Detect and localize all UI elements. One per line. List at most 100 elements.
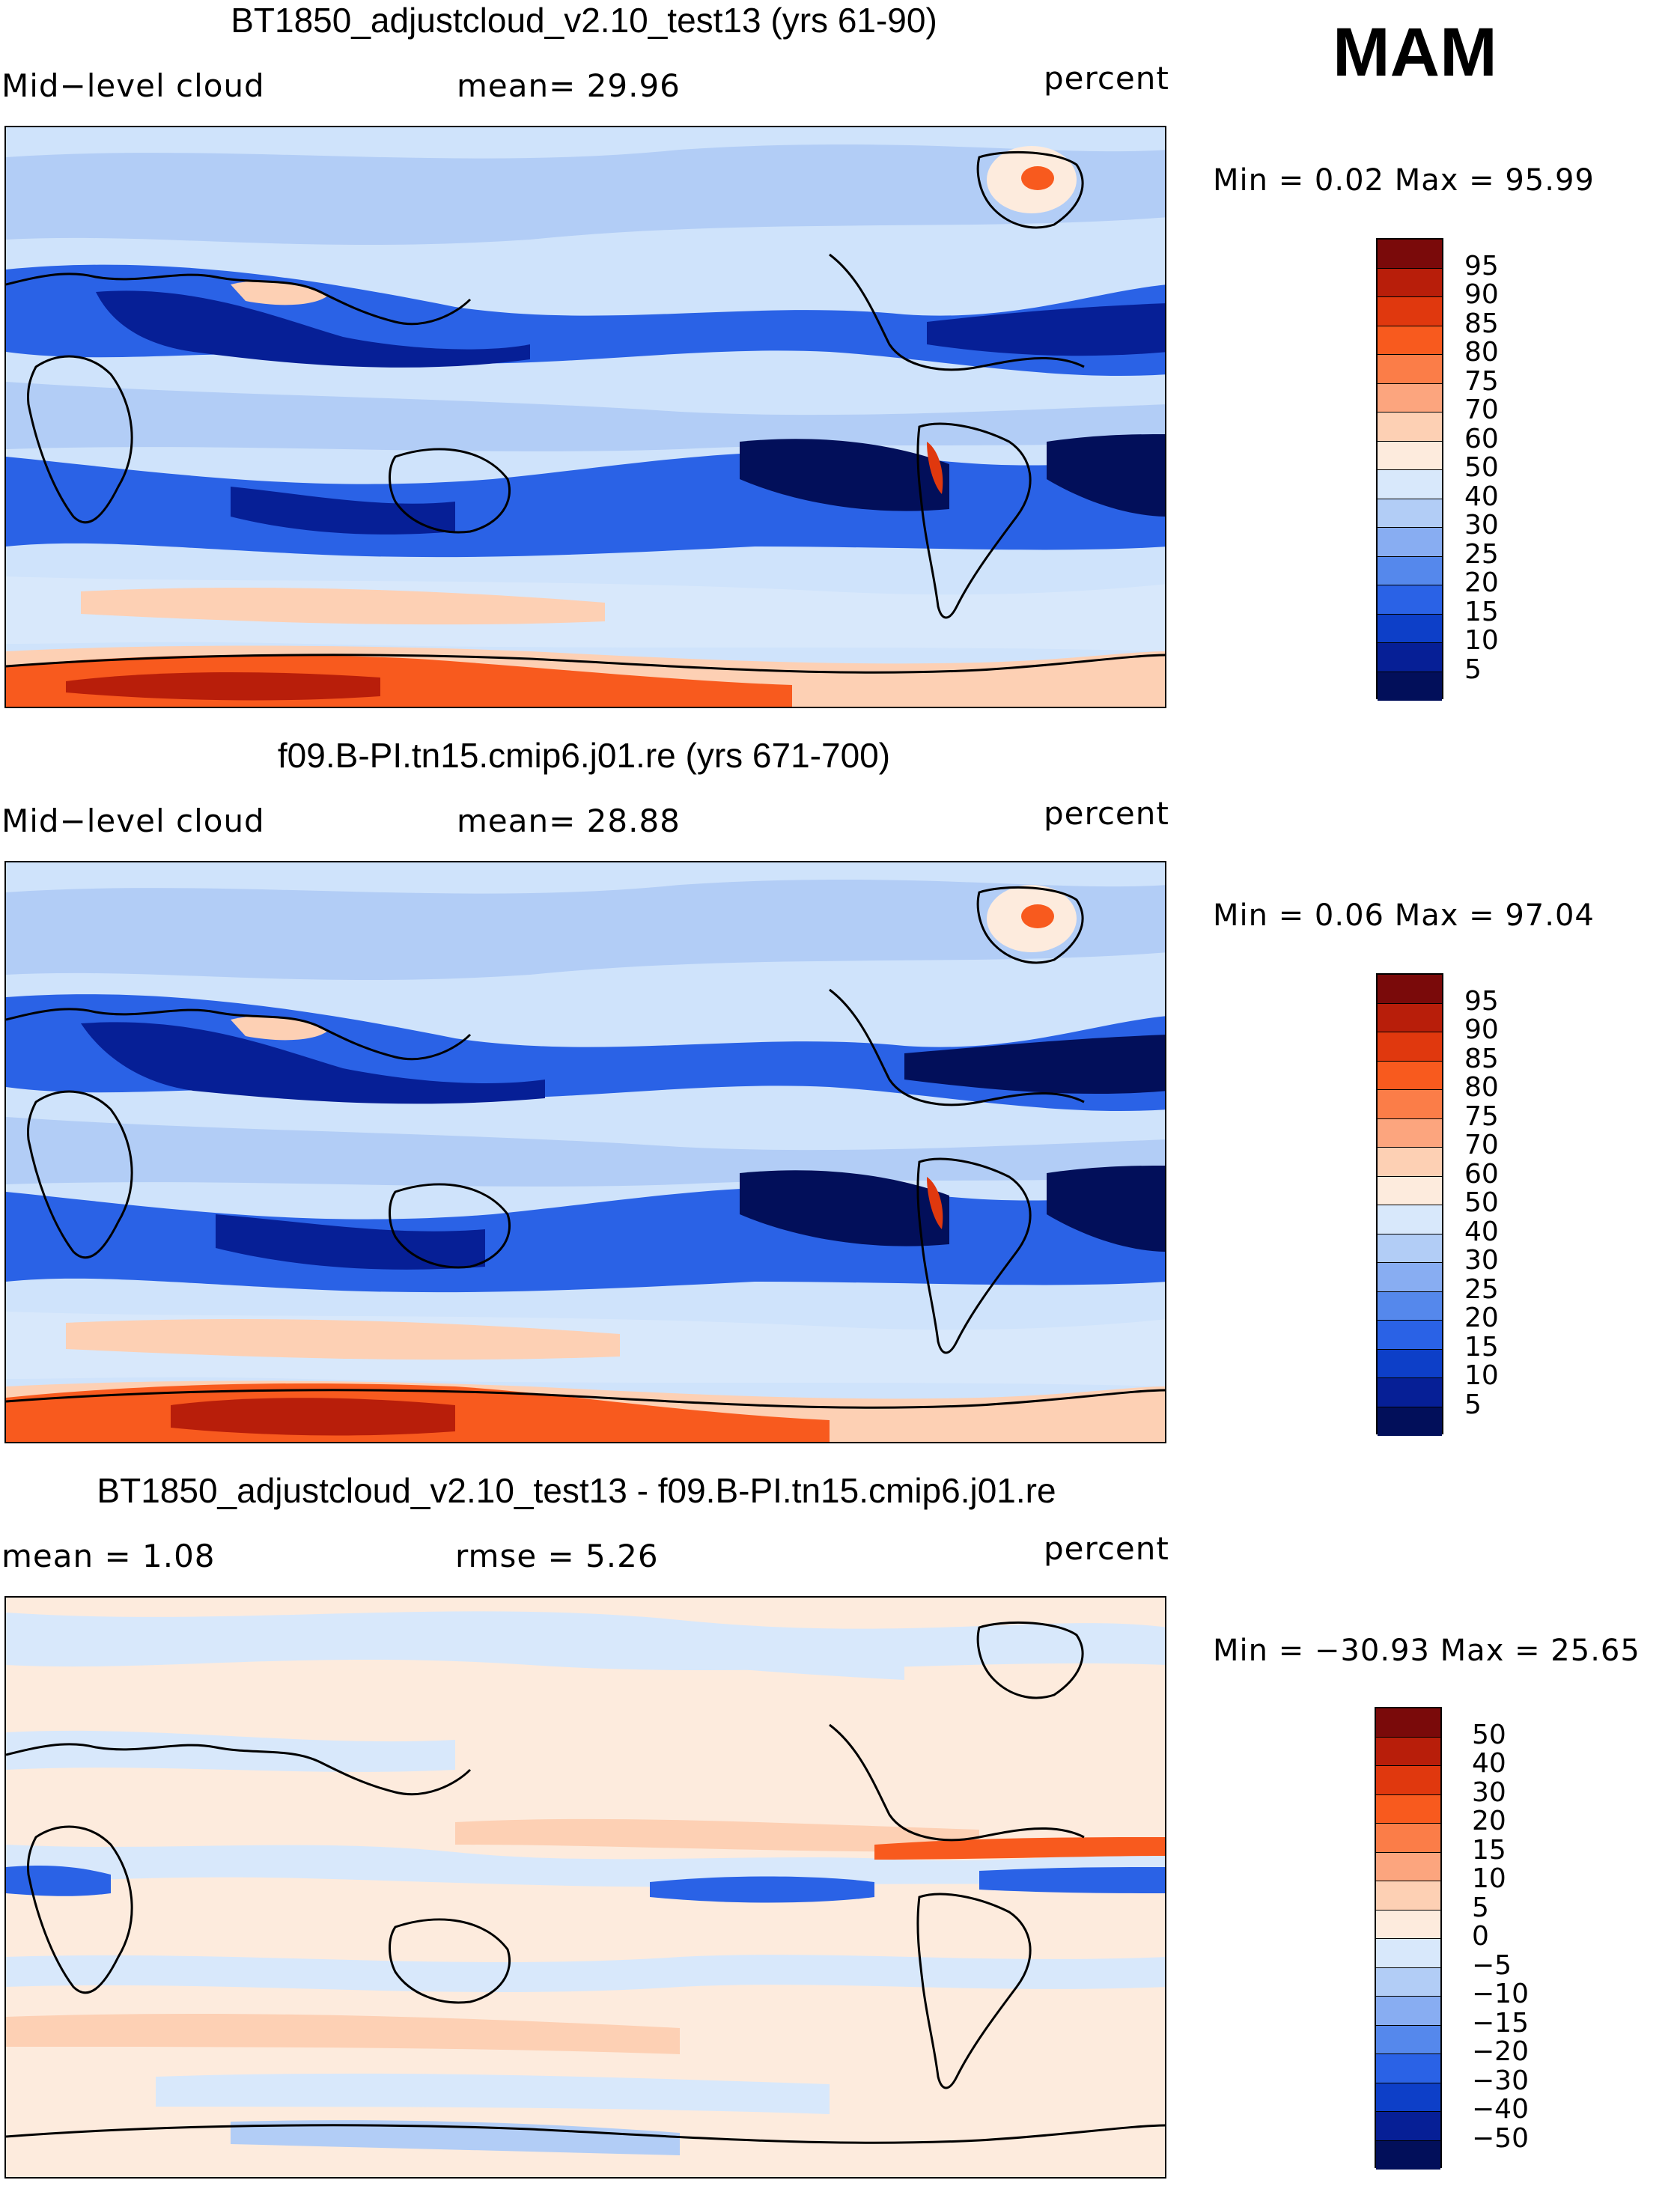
colorbar-tick-label: 40 xyxy=(1464,481,1499,512)
colorbar-swatch xyxy=(1378,355,1442,384)
colorbar-swatch xyxy=(1378,556,1442,585)
colorbar-tick-label: −20 xyxy=(1472,2036,1529,2067)
panel-3-minmax: Min = −30.93 Max = 25.65 xyxy=(1213,1634,1640,1668)
colorbar-tick-label: 85 xyxy=(1464,1043,1499,1074)
colorbar-swatch xyxy=(1378,1291,1442,1321)
panel-1-mean-label: mean= 29.96 xyxy=(457,67,681,104)
colorbar-swatch xyxy=(1378,412,1442,442)
panel-2-units-label: percent xyxy=(1044,795,1169,832)
panel-3-rmse-label: rmse = 5.26 xyxy=(455,1538,659,1574)
colorbar-swatch xyxy=(1376,1824,1440,1853)
colorbar-swatch xyxy=(1376,2025,1440,2054)
colorbar-tick-label: 5 xyxy=(1464,1389,1482,1420)
colorbar-tick-label: 80 xyxy=(1464,1072,1499,1103)
colorbar-tick-label: 90 xyxy=(1464,1014,1499,1045)
colorbar-swatch xyxy=(1376,2083,1440,2112)
colorbar-tick-label: −30 xyxy=(1472,2065,1529,2096)
colorbar-tick-label: 60 xyxy=(1464,423,1499,454)
panel-1-minmax: Min = 0.02 Max = 95.99 xyxy=(1213,163,1595,198)
colorbar-swatch xyxy=(1378,1032,1442,1062)
colorbar-swatch xyxy=(1378,470,1442,499)
panel-3-units-label: percent xyxy=(1044,1530,1169,1567)
colorbar-tick-label: 75 xyxy=(1464,1100,1499,1132)
colorbar-swatch xyxy=(1378,643,1442,672)
colorbar-swatch xyxy=(1378,1118,1442,1148)
panel-3-mean-label: mean = 1.08 xyxy=(1,1538,216,1574)
colorbar-swatch xyxy=(1376,2140,1440,2170)
colorbar-tick-label: −50 xyxy=(1472,2122,1529,2154)
colorbar-swatch xyxy=(1378,1263,1442,1292)
colorbar-swatch xyxy=(1376,1967,1440,1997)
panel-2-title: f09.B-PI.tn15.cmip6.j01.re (yrs 671-700) xyxy=(277,736,891,775)
colorbar-tick-label: 20 xyxy=(1472,1806,1506,1836)
colorbar-tick-label: 40 xyxy=(1464,1216,1499,1247)
colorbar-swatch xyxy=(1378,1378,1442,1407)
colorbar-swatch xyxy=(1378,614,1442,643)
panel-1-map xyxy=(4,126,1166,708)
season-label: MAM xyxy=(1333,14,1497,91)
colorbar-swatch xyxy=(1378,672,1442,701)
colorbar-swatch xyxy=(1378,326,1442,355)
colorbar-swatch xyxy=(1378,383,1442,412)
colorbar-tick-label: 20 xyxy=(1464,567,1499,598)
colorbar-tick-label: 10 xyxy=(1472,1863,1506,1894)
colorbar-swatch xyxy=(1378,585,1442,615)
colorbar-tick-label: 95 xyxy=(1464,985,1499,1017)
panel-2-mean-label: mean= 28.88 xyxy=(457,803,681,839)
colorbar-tick-label: 50 xyxy=(1464,452,1499,483)
colorbar-tick-label: 80 xyxy=(1464,337,1499,368)
colorbar-swatch xyxy=(1376,1708,1440,1738)
colorbar-swatch xyxy=(1378,268,1442,297)
colorbar-tick-label: 25 xyxy=(1464,538,1499,570)
colorbar-swatch xyxy=(1376,1997,1440,2026)
colorbar-tick-label: 95 xyxy=(1464,250,1499,281)
colorbar-tick-label: −10 xyxy=(1472,1979,1529,2009)
panel-1-contour-field xyxy=(6,127,1165,707)
colorbar-tick-label: 50 xyxy=(1464,1187,1499,1218)
colorbar-tick-label: −40 xyxy=(1472,2094,1529,2125)
colorbar-swatch xyxy=(1378,1176,1442,1205)
colorbar-swatch xyxy=(1376,1794,1440,1824)
colorbar-swatch xyxy=(1378,1321,1442,1350)
colorbar-swatch xyxy=(1376,1881,1440,1911)
colorbar-swatch xyxy=(1376,2112,1440,2141)
colorbar-swatch xyxy=(1376,1766,1440,1795)
colorbar-swatch xyxy=(1378,528,1442,557)
colorbar-tick-label: −5 xyxy=(1472,1949,1512,1981)
colorbar-tick-label: 10 xyxy=(1464,1360,1499,1391)
colorbar-tick-label: 15 xyxy=(1472,1834,1506,1866)
colorbar-tick-label: −15 xyxy=(1472,2007,1529,2039)
panel-1-variable-label: Mid−level cloud xyxy=(1,67,265,104)
colorbar-tick-label: 15 xyxy=(1464,1331,1499,1363)
colorbar-tick-label: 0 xyxy=(1472,1921,1489,1952)
colorbar-swatch xyxy=(1378,1234,1442,1263)
colorbar-swatch xyxy=(1376,1737,1440,1766)
colorbar-swatch xyxy=(1378,1205,1442,1234)
panel-2-map xyxy=(4,861,1166,1443)
colorbar-tick-label: 70 xyxy=(1464,395,1499,425)
panel-3-contour-field xyxy=(6,1598,1165,2177)
colorbar-tick-label: 5 xyxy=(1472,1892,1489,1923)
colorbar-tick-label: 30 xyxy=(1472,1776,1506,1808)
panel-2-minmax: Min = 0.06 Max = 97.04 xyxy=(1213,898,1595,933)
colorbar-swatch xyxy=(1378,1090,1442,1119)
colorbar-swatch xyxy=(1378,1407,1442,1436)
colorbar-tick-label: 90 xyxy=(1464,279,1499,310)
panel-3-map xyxy=(4,1596,1166,2179)
colorbar-swatch xyxy=(1378,975,1442,1004)
panel-3-title: BT1850_adjustcloud_v2.10_test13 - f09.B-… xyxy=(97,1471,1056,1510)
colorbar-swatch xyxy=(1378,441,1442,470)
colorbar-swatch xyxy=(1378,240,1442,269)
colorbar-tick-label: 30 xyxy=(1464,1245,1499,1276)
colorbar-tick-label: 50 xyxy=(1472,1719,1506,1750)
panel-2-colorbar xyxy=(1376,973,1443,1436)
panel-1-colorbar xyxy=(1376,238,1443,701)
colorbar-tick-label: 25 xyxy=(1464,1273,1499,1305)
colorbar-swatch xyxy=(1378,1148,1442,1177)
colorbar-tick-label: 60 xyxy=(1464,1158,1499,1190)
colorbar-swatch xyxy=(1378,499,1442,528)
colorbar-tick-label: 20 xyxy=(1464,1303,1499,1333)
colorbar-tick-label: 30 xyxy=(1464,510,1499,541)
colorbar-tick-label: 70 xyxy=(1464,1130,1499,1160)
colorbar-swatch xyxy=(1376,1939,1440,1968)
